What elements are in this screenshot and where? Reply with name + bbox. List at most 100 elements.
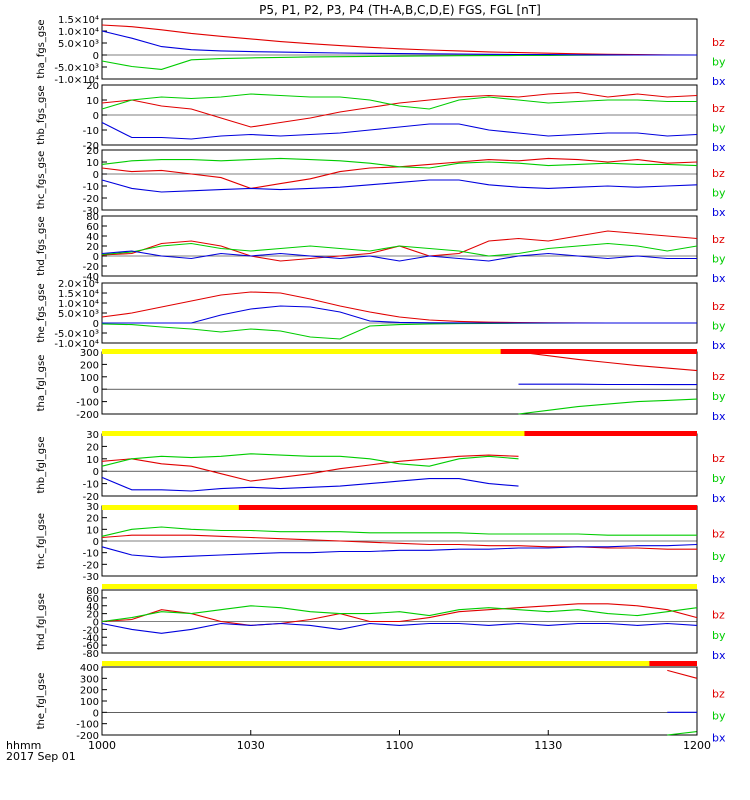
legend-bz: bz: [712, 233, 725, 246]
panel-ylabel: tha_fgs_gse: [36, 19, 47, 78]
mode-bar-segment: [649, 661, 697, 666]
y-tick-label: -20: [83, 262, 99, 273]
legend-bx: bx: [712, 732, 726, 745]
legend-bx: bx: [712, 272, 726, 285]
panel-frame: [101, 666, 698, 736]
y-tick-label: 0: [93, 385, 99, 396]
y-tick-label: 0: [93, 708, 99, 719]
panel-ylabel: thd_fgs_gse: [36, 216, 47, 275]
series-bx-line: [102, 305, 697, 324]
legend-bz: bz: [712, 300, 725, 313]
series-bz-line: [101, 24, 698, 56]
y-tick-label: -10: [83, 549, 99, 560]
y-tick-label: -30: [83, 572, 99, 583]
panel-frame: [101, 351, 698, 415]
y-tick-label: 200: [80, 360, 99, 371]
y-tick-label: 100: [80, 373, 99, 384]
y-tick-label: 80: [86, 212, 99, 223]
y-tick-label: -5.0×10³: [54, 329, 99, 340]
y-tick-label: 10: [86, 455, 99, 466]
y-tick-label: -20: [83, 625, 99, 636]
series-by-line: [518, 398, 698, 415]
legend-by: by: [712, 186, 726, 199]
y-tick-label: -1.0×10⁴: [54, 75, 99, 86]
y-tick-label: 200: [80, 686, 99, 697]
y-tick-label: -80: [83, 649, 99, 660]
x-tick-label: 1030: [237, 739, 265, 752]
series-bx-line: [101, 122, 698, 140]
legend-bz: bz: [712, 36, 725, 49]
legend-bx: bx: [712, 339, 726, 352]
y-tick-label: 5.0×10³: [58, 39, 99, 50]
mode-bar-segment: [500, 349, 697, 354]
legend-bz: bz: [712, 608, 725, 621]
mode-bar: [102, 661, 697, 666]
legend-bz: bz: [712, 452, 725, 465]
panels-group: -1.0×10⁴-5.0×10³05.0×10³1.0×10⁴1.5×10⁴th…: [36, 15, 726, 745]
y-tick-label: 10: [86, 525, 99, 536]
y-tick-label: -20: [83, 141, 99, 152]
legend-bz: bz: [712, 370, 725, 383]
x-tick-label: 1100: [386, 739, 414, 752]
legend-by: by: [712, 390, 726, 403]
legend-bz: bz: [712, 167, 725, 180]
x-tick-label: 1200: [683, 739, 711, 752]
time-axis: 1000 1030 1100 1130 1200: [88, 730, 711, 752]
y-tick-label: -100: [76, 398, 99, 409]
time-axis-label: hhmm: [6, 739, 41, 752]
y-tick-label: 20: [86, 514, 99, 525]
y-tick-label: 300: [80, 348, 99, 359]
y-tick-label: 80: [86, 586, 99, 597]
series-bz-line: [101, 291, 697, 324]
y-tick-label: 20: [86, 442, 99, 453]
legend-by: by: [712, 319, 726, 332]
y-tick-label: -100: [76, 720, 99, 731]
panel-ylabel: thb_fgs_gse: [36, 85, 47, 144]
legend-bx: bx: [712, 141, 726, 154]
y-tick-label: -20: [83, 560, 99, 571]
x-tick-label: 1000: [88, 739, 116, 752]
series-bz-line: [101, 603, 698, 626]
panel-frame: [101, 282, 698, 344]
series-bx-line: [101, 622, 698, 634]
y-tick-label: 40: [86, 602, 99, 613]
legend-bx: bx: [712, 492, 726, 505]
x-tick-label: 1130: [534, 739, 562, 752]
panel-frame: [101, 149, 698, 211]
y-tick-label: 10: [86, 96, 99, 107]
series-by-line: [101, 54, 697, 70]
y-tick-label: 10: [86, 158, 99, 169]
y-tick-label: 20: [86, 81, 99, 92]
series-bx-line: [101, 250, 697, 262]
y-tick-label: 300: [80, 674, 99, 685]
y-tick-label: -10: [83, 480, 99, 491]
legend-by: by: [712, 55, 726, 68]
series-by-line: [101, 526, 697, 537]
legend-bx: bx: [712, 573, 726, 586]
y-tick-label: 0: [93, 170, 99, 181]
panel-frame: [101, 433, 698, 497]
legend-by: by: [712, 121, 726, 134]
legend-by: by: [712, 252, 726, 265]
y-tick-label: 0: [93, 252, 99, 263]
legend-by: by: [712, 472, 726, 485]
legend-by: by: [712, 710, 726, 723]
panel-ylabel: the_fgs_gse: [36, 283, 47, 342]
panel-ylabel: thc_fgl_gse: [36, 513, 47, 569]
series-by-line: [101, 93, 697, 110]
legend-bx: bx: [712, 410, 726, 423]
y-tick-label: 60: [86, 594, 99, 605]
y-tick-label: 20: [86, 610, 99, 621]
mode-bar-segment: [524, 431, 697, 436]
legend-by: by: [712, 629, 726, 642]
panel-ylabel: thb_fgl_gse: [36, 437, 47, 494]
legend-bx: bx: [712, 649, 726, 662]
y-tick-label: -1.0×10⁴: [54, 339, 99, 350]
legend-bx: bx: [712, 75, 726, 88]
y-tick-label: 30: [86, 430, 99, 441]
y-tick-label: 30: [86, 502, 99, 513]
y-tick-label: -40: [83, 272, 99, 283]
y-tick-label: -20: [83, 492, 99, 503]
y-tick-label: 60: [86, 222, 99, 233]
series-by-line: [101, 242, 698, 257]
